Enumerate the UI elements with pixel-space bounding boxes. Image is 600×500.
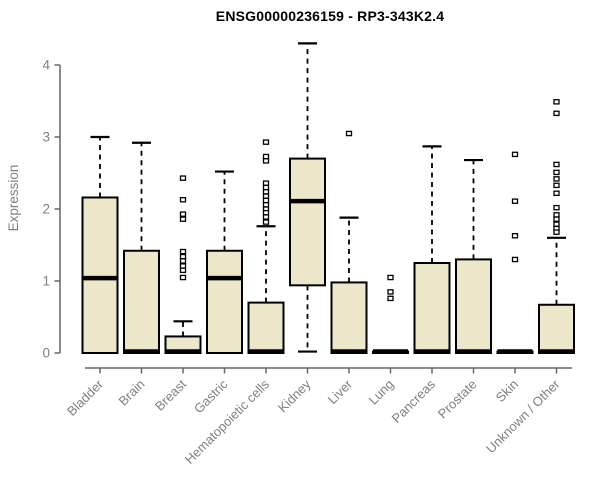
box-group-hematopoietic-cells (247, 139, 285, 355)
x-tick-label: Brain (116, 377, 148, 409)
outlier-point (179, 216, 187, 222)
y-tick-label: 3 (42, 130, 50, 145)
box-group-gastric (206, 170, 243, 354)
outlier-point (387, 289, 394, 295)
box-rect (413, 262, 451, 354)
outlier-point (553, 161, 560, 168)
box-group-breast (164, 175, 202, 355)
outlier-point (553, 182, 560, 189)
outlier-point (262, 219, 270, 225)
box-group-liver (330, 130, 368, 354)
outlier-point (387, 274, 394, 281)
outlier-point (179, 211, 187, 217)
outlier-point (262, 180, 270, 186)
outlier-point (511, 256, 519, 263)
outlier-point (179, 196, 187, 203)
outlier-point (345, 130, 353, 137)
box-rect (455, 258, 492, 354)
box-rect (81, 196, 119, 354)
x-tick-label: Skin (493, 377, 521, 405)
box-rect (123, 249, 160, 354)
outlier-point (553, 204, 560, 211)
box-group-skin (496, 151, 534, 354)
outlier-point (553, 221, 560, 227)
y-tick-label: 2 (42, 202, 50, 217)
outlier-point (179, 258, 187, 264)
outlier-point (262, 193, 270, 199)
y-tick-label: 4 (42, 58, 50, 73)
outlier-point (511, 198, 519, 204)
outlier-point (553, 99, 560, 105)
x-tick-label: Lung (366, 377, 397, 408)
outlier-point (553, 216, 560, 222)
box-rect (330, 281, 368, 354)
outlier-point (179, 267, 187, 274)
box-group-brain (123, 141, 160, 354)
x-tick-label: Unknown / Other (483, 376, 563, 456)
outlier-point (511, 232, 519, 239)
outlier-point (262, 184, 270, 191)
x-tick-label: Kidney (275, 376, 314, 415)
outlier-point (262, 158, 270, 164)
y-tick-label: 1 (42, 274, 50, 289)
outlier-point (387, 295, 394, 302)
x-tick-label: Pancreas (389, 376, 439, 426)
x-tick-label: Gastric (191, 376, 231, 416)
box-group-prostate (455, 158, 492, 354)
outlier-point (553, 229, 560, 235)
outlier-point (262, 202, 270, 208)
outlier-point (553, 212, 560, 218)
box-rect (247, 301, 285, 355)
box-group-kidney (289, 42, 326, 353)
box-rect (206, 249, 243, 354)
outlier-point (179, 274, 187, 281)
outlier-point (262, 209, 270, 216)
outlier-point (553, 169, 560, 176)
outlier-point (179, 263, 187, 269)
box-rect (289, 157, 326, 287)
x-tick-label: Bladder (64, 376, 107, 419)
outlier-point (553, 110, 560, 117)
x-tick-label: Prostate (435, 377, 480, 422)
box-group-lung (372, 274, 409, 354)
outlier-point (179, 253, 187, 260)
outlier-point (262, 139, 270, 145)
y-axis: 0 1 2 3 4 Expression (6, 58, 61, 361)
y-tick-label: 0 (42, 346, 50, 361)
outlier-point (553, 190, 560, 197)
chart-title: ENSG00000236159 - RP3-343K2.4 (215, 8, 445, 24)
x-tick-label: Liver (325, 376, 356, 407)
outlier-point (262, 197, 270, 204)
box-group-bladder (81, 135, 119, 354)
outlier-point (179, 175, 187, 181)
outlier-point (179, 248, 187, 255)
box-group-unknown-other (538, 99, 575, 355)
outlier-point (262, 214, 270, 220)
box-group-pancreas (413, 145, 451, 354)
box-rect (538, 303, 575, 355)
outlier-point (553, 176, 560, 182)
outlier-point (262, 189, 270, 195)
y-axis-title: Expression (6, 165, 21, 232)
outlier-point (262, 153, 270, 160)
x-tick-label: Breast (152, 376, 189, 413)
outlier-point (511, 151, 519, 158)
